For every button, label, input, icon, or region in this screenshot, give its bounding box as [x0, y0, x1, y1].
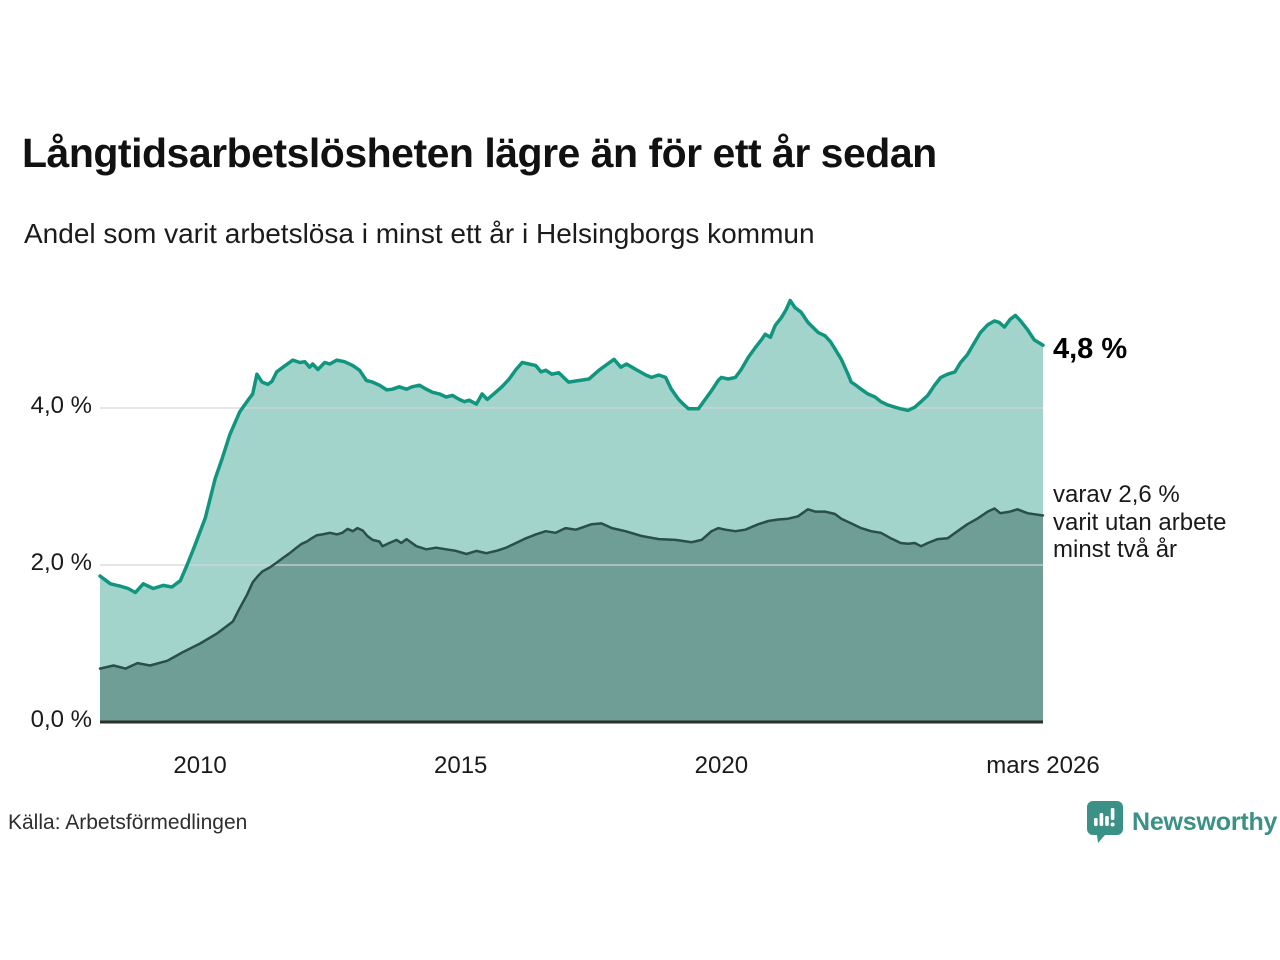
logo-bar-2 — [1099, 813, 1104, 826]
x-tick-mars 2026: mars 2026 — [986, 752, 1100, 779]
y-tick-4,0 %: 4,0 % — [30, 392, 92, 419]
breakdown-annotation: varav 2,6 % varit utan arbete minst två … — [1053, 481, 1226, 564]
logo-bar-3 — [1105, 816, 1109, 826]
breakdown-line-2: varit utan arbete — [1053, 508, 1227, 536]
y-tick-0,0 %: 0,0 % — [30, 706, 92, 733]
x-tick-2015: 2015 — [434, 752, 488, 779]
breakdown-line-1: varav 2,6 % — [1053, 481, 1180, 508]
latest-value-annotation: 4,8 % — [1053, 333, 1128, 365]
x-tick-2010: 2010 — [173, 752, 227, 779]
x-tick-2020: 2020 — [694, 752, 749, 779]
series-line-0 — [98, 298, 1045, 595]
series-line-1 — [98, 507, 1045, 670]
logo-exclamation-dot — [1110, 822, 1115, 827]
logo-exclamation-bar — [1110, 808, 1115, 820]
page-title: Långtidsarbetslösheten lägre än för ett … — [22, 130, 937, 176]
chart-subtitle: Andel som varit arbetslösa i minst ett å… — [24, 218, 815, 249]
logo-bar-1 — [1094, 818, 1098, 826]
source-attribution: Källa: Arbetsförmedlingen — [8, 811, 248, 834]
y-tick-2,0 %: 2,0 % — [30, 549, 92, 576]
newsworthy-logo: Newsworthy — [1086, 800, 1277, 844]
brand-name: Newsworthy — [1132, 807, 1278, 836]
newsworthy-logo-icon — [1087, 801, 1123, 843]
breakdown-line-3: minst två år — [1053, 536, 1178, 563]
series-area-1 — [100, 508, 1043, 722]
